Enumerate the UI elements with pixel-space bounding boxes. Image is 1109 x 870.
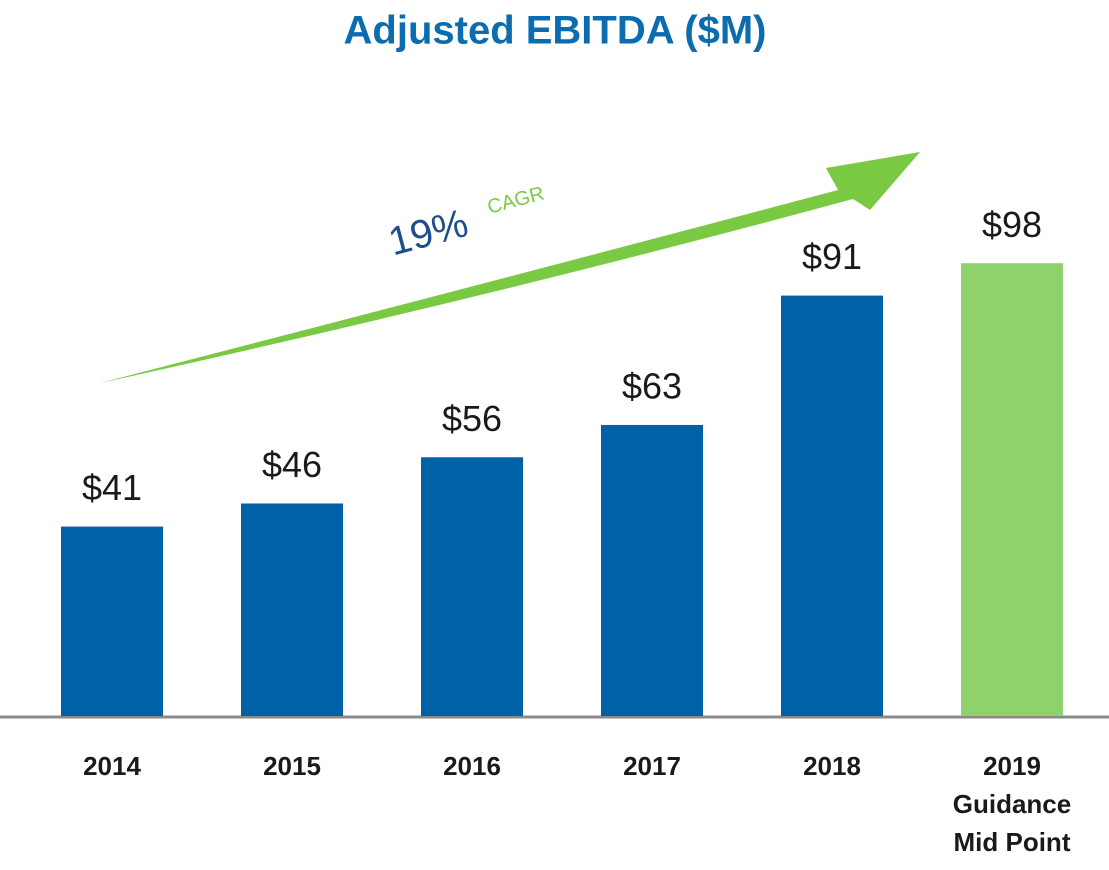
x-tick-label: 2015 [263, 751, 321, 781]
bar [781, 295, 883, 716]
bar [961, 263, 1063, 716]
bar [241, 503, 343, 716]
value-label: $98 [982, 204, 1042, 245]
value-label: $91 [802, 236, 862, 277]
bar [421, 457, 523, 716]
bar [61, 526, 163, 716]
value-label: $56 [442, 398, 502, 439]
x-tick-label: 2018 [803, 751, 861, 781]
value-label: $63 [622, 365, 682, 406]
cagr-label: CAGR [485, 183, 547, 219]
cagr-annotation: 19% CAGR [384, 183, 547, 265]
x-tick-label: 2019 Guidance Mid Point [953, 751, 1071, 857]
cagr-value: 19% [384, 201, 473, 264]
bar [601, 424, 703, 716]
chart-title: Adjusted EBITDA ($M) [344, 9, 767, 53]
x-tick-label: 2016 [443, 751, 501, 781]
x-tick-label: 2014 [83, 751, 141, 781]
x-tick-label: 2017 [623, 751, 681, 781]
value-label: $41 [82, 467, 142, 508]
value-label: $46 [262, 444, 322, 485]
growth-arrow [100, 152, 920, 383]
